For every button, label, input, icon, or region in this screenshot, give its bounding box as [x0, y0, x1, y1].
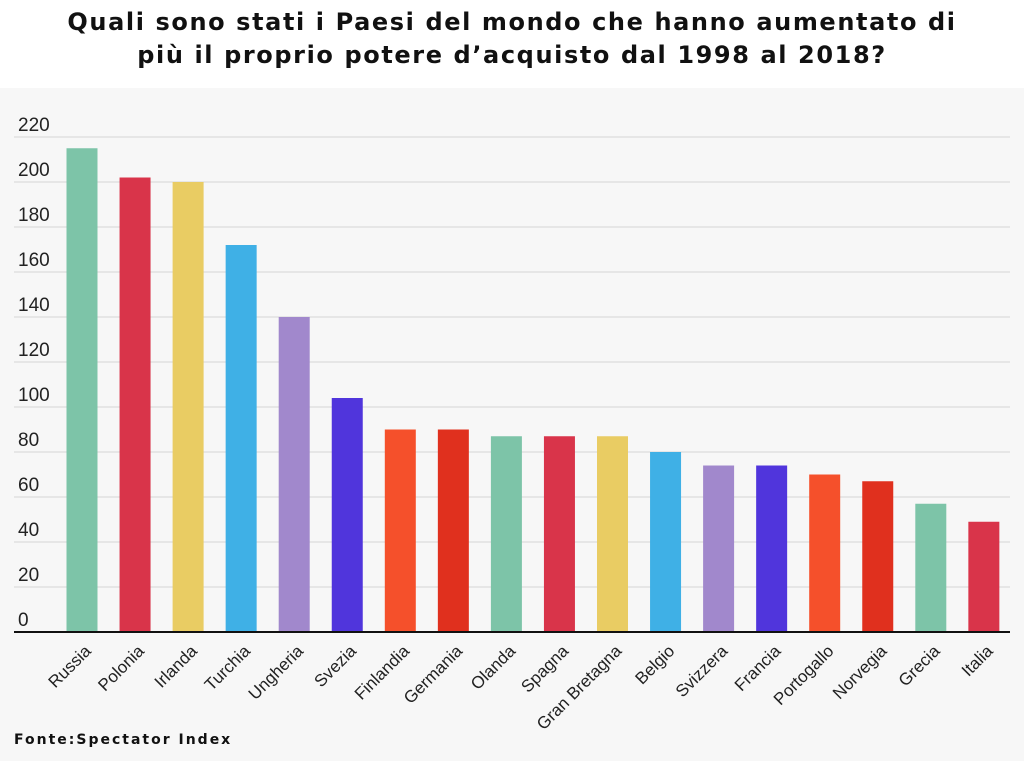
- chart-title-line-1: Quali sono stati i Paesi del mondo che h…: [67, 8, 957, 36]
- bar: [756, 465, 788, 632]
- bar: [650, 452, 682, 632]
- x-tick-label: Svezia: [311, 641, 361, 691]
- y-axis-tick-labels: 0 20 40 60 80 100 120 140 160 180 200 220: [18, 115, 50, 631]
- x-tick-label: Grecia: [895, 641, 944, 690]
- y-tick-label: 200: [18, 160, 50, 181]
- y-tick-label: 40: [18, 520, 39, 541]
- y-tick-label: 120: [18, 340, 50, 361]
- y-tick-label: 180: [18, 205, 50, 226]
- bar: [66, 148, 98, 632]
- x-tick-label: Italia: [958, 641, 997, 680]
- y-tick-label: 80: [18, 430, 39, 451]
- y-tick-label: 160: [18, 250, 50, 271]
- bars: [66, 148, 1000, 632]
- bar: [172, 182, 204, 632]
- x-tick-label: Turchia: [201, 641, 254, 694]
- x-tick-label: Germania: [400, 641, 467, 708]
- bar: [331, 398, 363, 632]
- y-tick-label: 100: [18, 385, 50, 406]
- plot-background: [0, 88, 1024, 761]
- bar: [490, 436, 522, 632]
- x-tick-label: Svizzera: [672, 641, 732, 701]
- y-tick-label: 220: [18, 115, 50, 136]
- bar: [862, 481, 894, 632]
- x-tick-label: Norvegia: [829, 641, 891, 703]
- x-tick-label: Francia: [731, 641, 785, 695]
- bar: [543, 436, 575, 632]
- bar: [278, 317, 310, 632]
- y-tick-label: 140: [18, 295, 50, 316]
- x-tick-label: Olanda: [467, 641, 520, 694]
- x-tick-label: Polonia: [94, 641, 148, 695]
- chart-title: Quali sono stati i Paesi del mondo che h…: [0, 6, 1024, 72]
- bar: [703, 465, 735, 632]
- bar: [384, 429, 416, 632]
- x-tick-label: Belgio: [632, 641, 679, 688]
- y-tick-label: 0: [18, 610, 29, 631]
- x-tick-label: Ungheria: [245, 641, 308, 704]
- y-tick-label: 60: [18, 475, 39, 496]
- bar: [119, 177, 151, 632]
- chart-title-line-2: più il proprio potere d’acquisto dal 199…: [137, 41, 887, 69]
- x-tick-label: Irlanda: [151, 641, 202, 692]
- x-tick-label: Russia: [45, 641, 96, 692]
- y-tick-label: 20: [18, 565, 39, 586]
- bar: [809, 474, 841, 632]
- bar: [915, 503, 947, 632]
- bar: [597, 436, 628, 632]
- source-note: Fonte:Spectator Index: [14, 732, 233, 748]
- bar: [225, 245, 257, 632]
- bar: [968, 521, 1000, 632]
- bar: [437, 429, 469, 632]
